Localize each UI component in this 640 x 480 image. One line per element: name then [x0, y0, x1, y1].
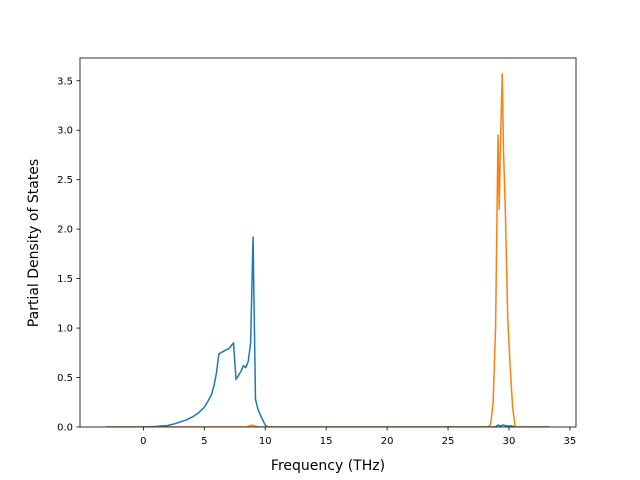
x-tick-label: 25: [442, 436, 455, 447]
y-axis-label: Partial Density of States: [26, 159, 42, 327]
x-tick-label: 35: [564, 436, 577, 447]
x-tick-label: 15: [320, 436, 333, 447]
y-tick-label: 0.0: [57, 423, 73, 434]
x-tick-label: 0: [140, 436, 146, 447]
x-axis-ticks: 0 5 10 15 20 25 30 35: [140, 427, 576, 447]
series-line-1: [105, 236, 550, 427]
y-tick-label: 1.0: [57, 324, 73, 335]
plot-frame: [79, 57, 577, 428]
x-axis-label: Frequency (THz): [271, 458, 385, 474]
y-tick-label: 0.5: [57, 373, 73, 384]
x-tick-label: 10: [259, 436, 272, 447]
x-tick-label: 5: [201, 436, 207, 447]
y-tick-label: 3.5: [57, 76, 73, 87]
y-tick-label: 2.0: [57, 225, 73, 236]
y-tick-label: 2.5: [57, 175, 73, 186]
series-line-2: [105, 73, 550, 427]
y-axis-ticks: 0.0 0.5 1.0 1.5 2.0 2.5 3.0 3.5: [57, 76, 80, 434]
x-tick-label: 30: [503, 436, 516, 447]
y-tick-label: 3.0: [57, 126, 73, 137]
x-tick-label: 20: [381, 436, 394, 447]
plot-area: [79, 57, 577, 428]
y-tick-label: 1.5: [57, 274, 73, 285]
series-group: [105, 73, 550, 427]
